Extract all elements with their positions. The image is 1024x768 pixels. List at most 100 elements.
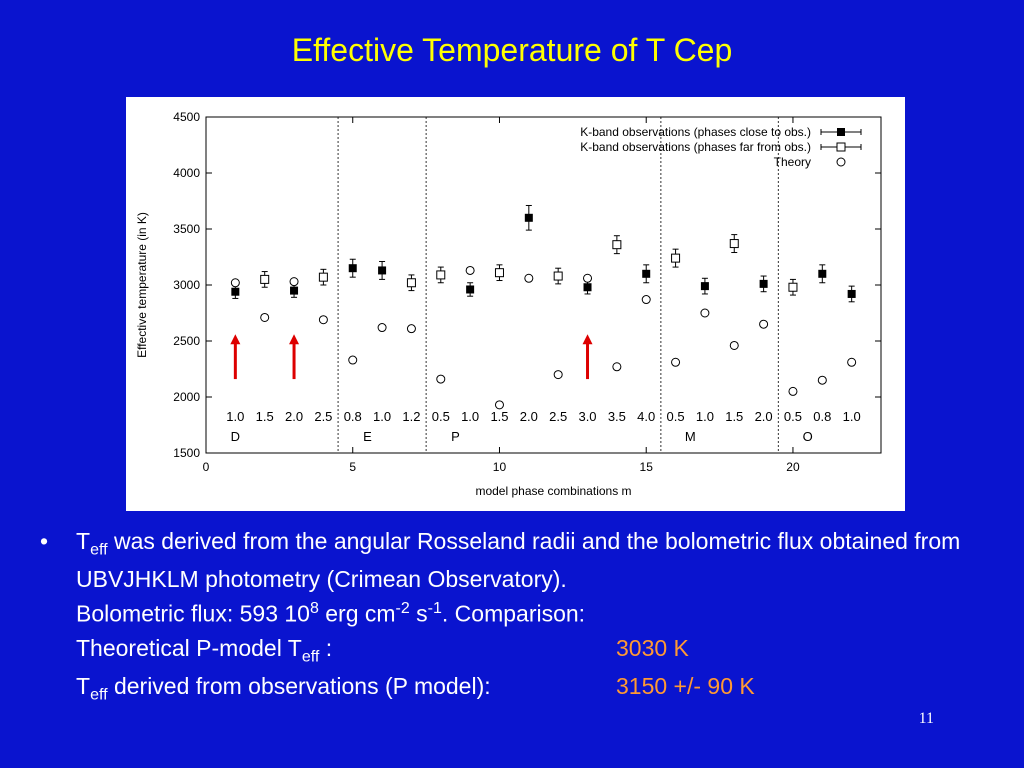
theory-point bbox=[260, 312, 270, 322]
theory-point bbox=[788, 386, 798, 396]
phase-label: 1.0 bbox=[461, 409, 479, 424]
obs-close-point bbox=[847, 289, 856, 298]
y-tick-label: 2500 bbox=[173, 334, 200, 348]
phase-label: 0.5 bbox=[784, 409, 802, 424]
phase-label: 4.0 bbox=[637, 409, 655, 424]
obs-close-point bbox=[583, 283, 592, 292]
legend-marker bbox=[836, 157, 846, 167]
phase-label: 1.5 bbox=[725, 409, 743, 424]
bullet-section: • Teff was derived from the angular Ross… bbox=[40, 527, 1000, 704]
obs-far-point bbox=[436, 270, 446, 280]
y-axis-label: Effective temperature (in K) bbox=[135, 212, 149, 358]
phase-label: 1.0 bbox=[843, 409, 861, 424]
obs-close-point bbox=[231, 287, 240, 296]
x-tick-label: 10 bbox=[493, 460, 507, 474]
theory-point bbox=[553, 370, 563, 380]
theory-point bbox=[641, 295, 651, 305]
theory-teff-subscript: eff bbox=[301, 648, 320, 666]
phase-label: 2.0 bbox=[755, 409, 773, 424]
red-arrow-head bbox=[582, 334, 593, 345]
observation-value: 3150 +/- 90 K bbox=[616, 673, 755, 700]
comparison-label: . Comparison: bbox=[441, 600, 586, 627]
observation-label: Teff derived from observations (P model)… bbox=[76, 672, 491, 710]
theory-point bbox=[289, 277, 299, 287]
phase-label: 1.5 bbox=[256, 409, 274, 424]
theory-point bbox=[847, 357, 857, 367]
theory-comparison-row: Theoretical P-model Teff : 3030 K bbox=[76, 634, 1000, 666]
theory-point bbox=[817, 375, 827, 385]
obs-far-point bbox=[612, 240, 622, 250]
theory-label: Theoretical P-model Teff : bbox=[76, 634, 332, 672]
obs-close-point bbox=[524, 213, 533, 222]
theory-point bbox=[583, 273, 593, 283]
theory-point bbox=[348, 355, 358, 365]
theory-point bbox=[465, 265, 475, 275]
bullet-line-1: Teff was derived from the angular Rossel… bbox=[76, 527, 1000, 594]
phase-label: 3.5 bbox=[608, 409, 626, 424]
phase-label: 1.5 bbox=[490, 409, 508, 424]
bullet-item: • Teff was derived from the angular Ross… bbox=[40, 527, 1000, 628]
theory-point bbox=[524, 273, 534, 283]
y-tick-label: 1500 bbox=[173, 446, 200, 460]
obs-close-point bbox=[759, 279, 768, 288]
obs-far-point bbox=[729, 239, 739, 249]
obs-close-point bbox=[642, 269, 651, 278]
obs-far-point bbox=[788, 282, 798, 292]
chart-panel: 1500 2000 2500 3000 3500 4000 4500 0 5 10 15 20 mode… bbox=[126, 97, 905, 511]
theory-point bbox=[494, 400, 504, 410]
temperature-chart: 1500 2000 2500 3000 3500 4000 4500 0 5 10 15 20 mode… bbox=[135, 110, 882, 498]
theory-point bbox=[729, 340, 739, 350]
model-label: M bbox=[685, 429, 696, 444]
obs-close-point bbox=[700, 282, 709, 291]
phase-label: 1.0 bbox=[373, 409, 391, 424]
obs-text: derived from observations (P model): bbox=[107, 673, 491, 700]
x-tick-label: 15 bbox=[640, 460, 654, 474]
phase-label: 3.0 bbox=[578, 409, 596, 424]
obs-far-point bbox=[671, 253, 681, 263]
derivation-text: was derived from the angular Rosseland r… bbox=[76, 528, 961, 592]
phase-label: 2.5 bbox=[314, 409, 332, 424]
y-tick-label: 4500 bbox=[173, 110, 200, 124]
legend-marker bbox=[836, 142, 846, 152]
y-tick-label: 3500 bbox=[173, 222, 200, 236]
page-number: 11 bbox=[918, 710, 934, 727]
x-axis-label: model phase combinations m bbox=[475, 484, 631, 498]
theory-point bbox=[612, 362, 622, 372]
y-tick-label: 2000 bbox=[173, 390, 200, 404]
legend-marker bbox=[837, 128, 845, 136]
bolometric-flux-line: Bolometric flux: 593 108 erg cm-2 s-1. C… bbox=[76, 594, 1000, 629]
theory-value: 3030 K bbox=[616, 635, 689, 662]
phase-label: 2.5 bbox=[549, 409, 567, 424]
bullet-icon: • bbox=[40, 528, 49, 554]
phase-label: 2.0 bbox=[285, 409, 303, 424]
red-arrow-head bbox=[230, 334, 241, 345]
obs-teff-subscript: eff bbox=[90, 686, 108, 704]
flux-unit-s: s bbox=[409, 600, 428, 627]
theory-point bbox=[406, 324, 416, 334]
x-tick-label: 20 bbox=[786, 460, 800, 474]
phase-label: 1.2 bbox=[402, 409, 420, 424]
model-label: D bbox=[231, 429, 240, 444]
y-tick-label: 3000 bbox=[173, 278, 200, 292]
model-label: O bbox=[803, 429, 813, 444]
obs-close-point bbox=[290, 286, 299, 295]
teff-symbol: T bbox=[76, 528, 91, 554]
y-tick-label: 4000 bbox=[173, 166, 200, 180]
red-arrow-head bbox=[289, 334, 300, 345]
theory-point bbox=[230, 278, 240, 288]
obs-far-point bbox=[318, 272, 328, 282]
obs-far-point bbox=[494, 268, 504, 278]
flux-unit-cm: erg cm bbox=[318, 600, 396, 627]
s-exponent: -1 bbox=[427, 599, 442, 617]
theory-point bbox=[436, 374, 446, 384]
phase-label: 2.0 bbox=[520, 409, 538, 424]
obs-close-point bbox=[818, 269, 827, 278]
theory-point bbox=[671, 357, 681, 367]
theory-point bbox=[377, 323, 387, 333]
x-tick-label: 0 bbox=[203, 460, 210, 474]
obs-close-point bbox=[348, 264, 357, 273]
obs-far-point bbox=[406, 278, 416, 288]
obs-far-point bbox=[260, 274, 270, 284]
obs-teff-symbol: T bbox=[76, 673, 91, 700]
model-label: E bbox=[363, 429, 372, 444]
